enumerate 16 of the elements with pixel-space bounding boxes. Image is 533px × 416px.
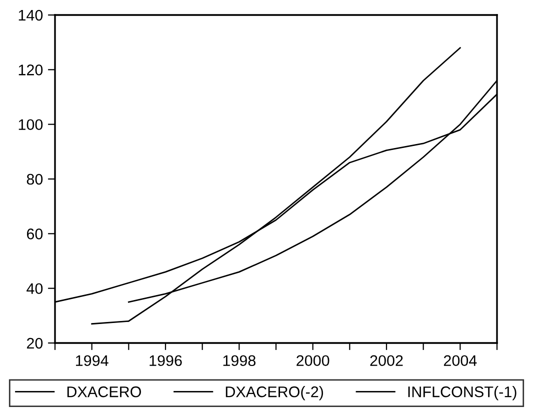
y-tick-label: 120 [18,64,43,76]
y-tick-label: 100 [18,119,43,130]
x-tick-label: 1996 [150,355,182,366]
y-tick-label: 80 [26,174,43,185]
x-tick-label: 1994 [76,355,108,366]
y-tick-label: 60 [26,228,43,240]
y-tick-label: 20 [26,338,43,349]
legend-label: DXACERO [67,386,141,398]
x-tick-label: 2004 [444,355,477,366]
x-tick-label: 2002 [370,355,403,366]
y-tick-label: 140 [18,10,43,21]
x-tick-label: 1998 [223,355,256,366]
legend-label: INFLCONST(-1) [408,386,516,400]
legend-label: DXACERO(-2) [226,386,324,400]
y-tick-label: 40 [26,283,43,294]
x-tick-label: 2000 [296,355,330,366]
